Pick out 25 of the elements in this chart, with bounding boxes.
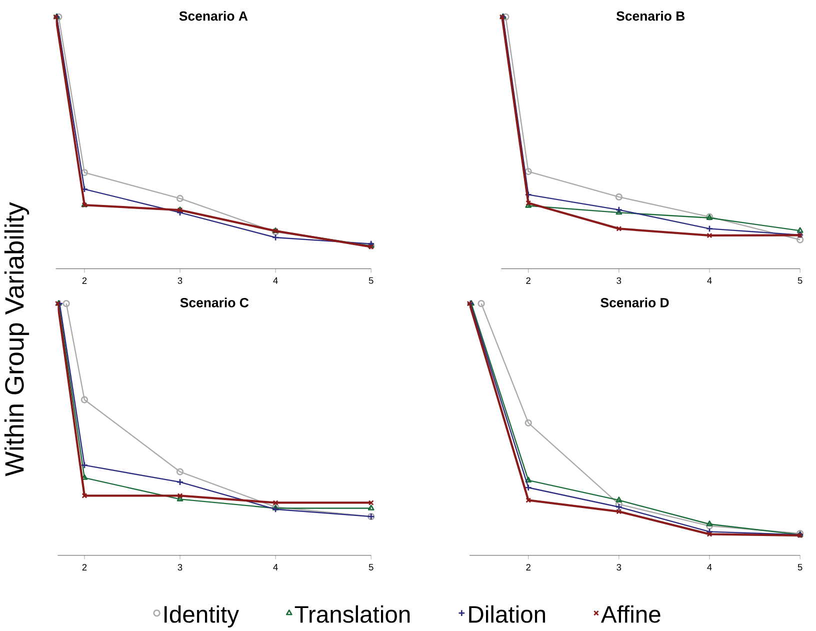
y-axis-title: Within Group Variability [4, 202, 30, 476]
x-tick-label: 3 [178, 564, 182, 571]
chart-title: Scenario C [180, 298, 249, 308]
x-tick-label: 3 [616, 564, 622, 571]
x-tick-label: 4 [273, 277, 278, 284]
x-tick-label: 5 [798, 277, 802, 284]
x-tick-label: 5 [368, 564, 374, 570]
x-tick-label: 5 [368, 277, 374, 284]
x-tick-label: 2 [82, 564, 87, 570]
chart-title: Scenario D [600, 298, 669, 308]
x-tick-label: 2 [526, 564, 530, 570]
x-tick-label: 2 [82, 277, 87, 284]
x-tick-label: 5 [798, 564, 802, 570]
legend-label: Translation [294, 605, 410, 623]
legend-label: Identity [164, 605, 240, 628]
chart-title: Scenario B [616, 11, 685, 21]
x-tick-label: 4 [707, 277, 712, 284]
x-tick-label: 3 [616, 277, 622, 284]
x-tick-label: 4 [273, 564, 278, 570]
x-tick-label: 4 [707, 564, 712, 570]
x-tick-label: 2 [526, 277, 530, 284]
chart-title: Scenario A [179, 11, 248, 21]
x-tick-label: 3 [178, 277, 182, 284]
legend-label: Affine [600, 605, 660, 623]
legend-label: Dilation [469, 605, 546, 623]
